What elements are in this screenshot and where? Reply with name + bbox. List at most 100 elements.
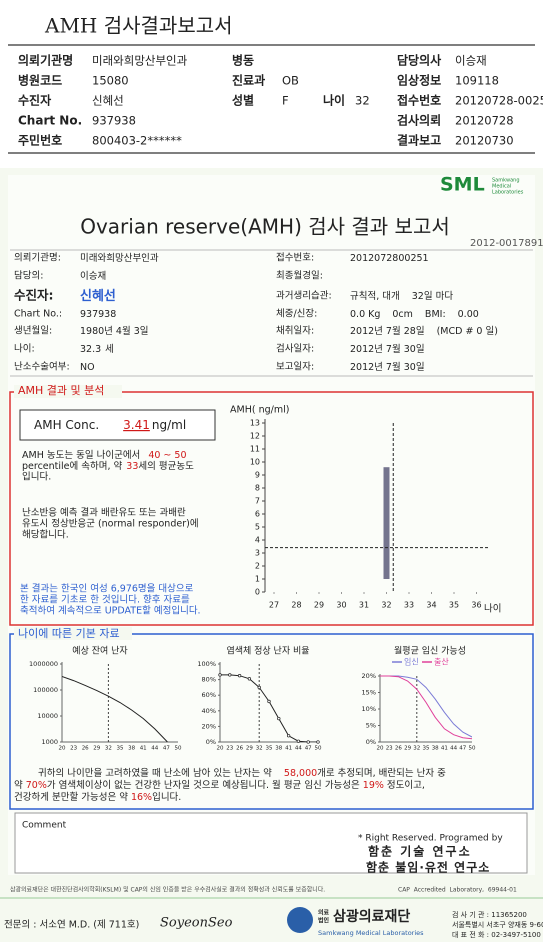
info-value-part: 이승재 — [80, 271, 106, 282]
info-value-part: (MCD # 0 일) — [437, 326, 498, 337]
series-line — [62, 676, 169, 742]
series-marker — [257, 685, 261, 690]
info-value-part: NO — [80, 362, 95, 373]
summary: 건강하게 분만할 가능성은 약 16%입니다. — [14, 791, 181, 803]
x-tick-label: 32 — [381, 601, 391, 610]
logo: SML — [440, 174, 485, 196]
legend-label: 임신 — [404, 658, 419, 667]
info-label: 접수번호: — [276, 252, 314, 264]
note-text: percentile에 속하며, 약 — [22, 460, 123, 472]
series-marker — [247, 677, 252, 681]
conc-value: 3.41 — [123, 418, 150, 432]
series-marker — [316, 740, 320, 744]
info-value: 2012년 7월 30일 — [350, 343, 425, 355]
doctor: 전문의 : 서소연 M.D. (제 711호) — [4, 920, 139, 931]
summary-text: 개로 추정되며, 배란되는 난자 중 — [317, 767, 446, 779]
summary: 약 70%가 염색체이상이 없는 건강한 난자일 것으로 예상됩니다. 월 평균 … — [14, 779, 425, 791]
chart-title: 예상 잔여 난자 — [72, 645, 128, 657]
y-tick-label: 4 — [255, 536, 260, 545]
summary-text: 입니다. — [152, 791, 181, 803]
header-bg — [0, 0, 543, 168]
cap: CAP Accredited Laboratory, 69944-01 — [398, 887, 517, 894]
summary-text: 건강하게 분만할 가능성은 약 — [14, 791, 128, 803]
field-value: 800403-2****** — [92, 134, 182, 148]
field-label: 담당의사 — [397, 53, 441, 68]
info-label: 체중/신장: — [276, 309, 317, 320]
axis-title: AMH( ng/ml) — [230, 405, 289, 416]
info-label: 생년월일: — [14, 325, 52, 337]
note: 해당합니다. — [22, 529, 69, 541]
info-value-part: 규칙적, 대개 — [350, 290, 400, 302]
info-value-part: BMI: — [425, 309, 446, 320]
x-tick-label: 20 — [59, 746, 66, 752]
series-marker — [286, 734, 291, 738]
y-tick-label: 10000 — [37, 712, 58, 720]
info-value: 이승재 — [80, 271, 106, 282]
field-label: 결과보고 — [397, 133, 441, 148]
y-tick-label: 80% — [202, 676, 216, 684]
x-tick-label: 29 — [93, 746, 100, 752]
field-label: 주민번호 — [18, 133, 62, 148]
x-tick-label: 36 — [471, 601, 481, 610]
field-label: 성별 — [232, 93, 254, 108]
field-value: 32 — [355, 94, 370, 108]
series-marker — [237, 674, 242, 678]
info-value: 신혜선 — [80, 288, 116, 304]
field-value: 20120730 — [455, 134, 514, 148]
info-value: 937938 — [80, 309, 116, 320]
x-tick-label: 27 — [269, 601, 279, 610]
x-tick-label: 31 — [359, 601, 369, 610]
info-value-part: 32.3 — [80, 344, 101, 355]
x-tick-label: 44 — [151, 746, 158, 752]
info-value-part: 미래와희망산부인과 — [80, 252, 159, 264]
label-bg — [14, 627, 132, 640]
note: percentile에 속하며, 약 33세의 평균농도 — [22, 460, 194, 472]
org-logo — [287, 907, 313, 933]
y-tick-label: 10 — [250, 458, 260, 467]
note: 축적하여 계속적으로 UPDATE할 예정입니다. — [20, 605, 201, 617]
x-tick-label: 26 — [236, 746, 243, 752]
x-tick-label: 33 — [404, 601, 414, 610]
org-en: Samkwang Medical Laboratories — [318, 929, 424, 937]
x-tick-label: 26 — [82, 746, 89, 752]
field-value: 937938 — [92, 114, 136, 128]
label-bg — [14, 385, 122, 398]
contact: 대 표 전 화 : 02-3497-5100 — [452, 930, 541, 939]
info-unit: 세 — [105, 344, 114, 355]
field-value: F — [282, 94, 289, 108]
field-label: 수진자 — [18, 93, 51, 108]
x-tick-label: 47 — [305, 746, 312, 752]
y-tick-label: 1000000 — [29, 660, 58, 668]
field-label: 접수번호 — [397, 93, 441, 108]
summary-text: 정도이고, — [387, 780, 425, 791]
info-label: 채취일자: — [276, 326, 314, 337]
x-tick-label: 41 — [285, 746, 292, 752]
lab: 함춘 기술 연구소 — [368, 844, 472, 859]
series-marker — [277, 716, 281, 721]
x-tick-label: 23 — [70, 746, 77, 752]
info-value: 2012년 7월 28일 (MCD # 0 일) — [350, 325, 498, 337]
field-label: 검사의뢰 — [397, 113, 441, 128]
info-value-part: 신혜선 — [80, 288, 116, 304]
y-tick-label: 2 — [255, 562, 260, 571]
comment-box — [14, 812, 528, 874]
summary: 귀하의 나이만을 고려하였을 때 난소에 남아 있는 난자는 약 58,000개로… — [38, 767, 446, 779]
section-label: AMH 결과 및 분석 — [18, 384, 104, 397]
series-marker — [228, 673, 232, 677]
info-label: 최종월경일: — [276, 270, 323, 282]
contact: 검 사 기 관 : 11365200 — [452, 910, 527, 919]
chart-title: 월평균 임신 가능성 — [394, 645, 466, 657]
field-value: OB — [282, 74, 299, 88]
y-tick-label: 5% — [366, 722, 376, 730]
y-tick-label: 3 — [255, 549, 260, 558]
x-tick-label: 20 — [377, 746, 384, 752]
x-tick-label: 29 — [404, 746, 411, 752]
x-tick-label: 38 — [128, 746, 135, 752]
info-label: 의뢰기관명: — [14, 253, 61, 264]
x-tick-label: 29 — [314, 601, 324, 610]
field-label: 진료과 — [232, 73, 265, 88]
x-tick-label: 32 — [413, 746, 420, 752]
basic-box — [9, 633, 534, 810]
field-value: 신혜선 — [92, 94, 124, 108]
org-tag: 의료 — [318, 909, 330, 917]
